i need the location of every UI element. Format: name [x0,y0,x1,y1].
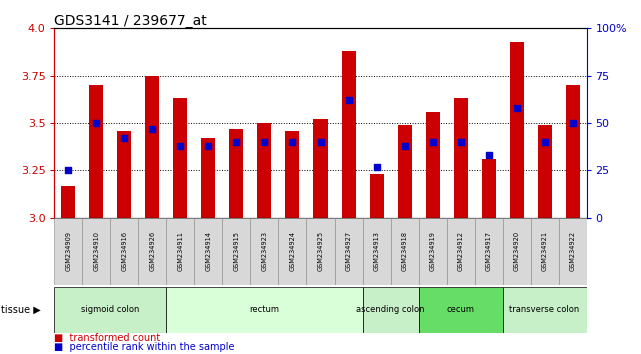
Text: rectum: rectum [249,305,279,314]
Bar [83,218,110,285]
Bar [285,131,299,218]
Point [92,120,102,126]
Text: GSM234912: GSM234912 [458,232,463,271]
Point [203,143,213,149]
Bar [110,218,138,285]
Point [344,97,354,103]
Text: GSM234925: GSM234925 [317,231,324,272]
Point [287,139,297,145]
Bar [363,218,390,285]
Text: GSM234914: GSM234914 [206,232,212,271]
Bar [174,98,188,218]
Bar [503,287,587,333]
Bar [335,218,363,285]
Bar [419,287,503,333]
Point [260,139,270,145]
Bar [306,218,335,285]
Bar [167,287,363,333]
Text: ■  transformed count: ■ transformed count [54,333,161,343]
Text: ■  percentile rank within the sample: ■ percentile rank within the sample [54,342,235,352]
Point [399,143,410,149]
Text: GSM234911: GSM234911 [178,232,183,271]
Bar [538,125,551,218]
Bar [454,98,467,218]
Bar [419,218,447,285]
Bar [278,218,306,285]
Text: GSM234924: GSM234924 [290,231,296,272]
Bar [481,159,495,218]
Point [371,164,381,170]
Bar [531,218,558,285]
Bar [138,218,167,285]
Bar [397,125,412,218]
Bar [363,287,419,333]
Point [483,152,494,158]
Bar [369,174,383,218]
Text: GSM234910: GSM234910 [94,232,99,271]
Text: GSM234926: GSM234926 [149,231,156,272]
Text: GSM234922: GSM234922 [569,231,576,272]
Bar [474,218,503,285]
Bar [251,218,278,285]
Point [147,126,158,132]
Bar [390,218,419,285]
Text: cecum: cecum [447,305,474,314]
Bar [258,123,272,218]
Text: transverse colon: transverse colon [510,305,579,314]
Bar [447,218,474,285]
Text: GDS3141 / 239677_at: GDS3141 / 239677_at [54,14,207,28]
Bar [222,218,251,285]
Text: tissue ▶: tissue ▶ [1,305,40,315]
Point [231,139,242,145]
Text: sigmoid colon: sigmoid colon [81,305,140,314]
Point [428,139,438,145]
Bar [54,287,167,333]
Bar [342,51,356,218]
Bar [146,76,160,218]
Bar [426,112,440,218]
Bar [313,119,328,218]
Bar [117,131,131,218]
Text: GSM234917: GSM234917 [485,232,492,271]
Bar [201,138,215,218]
Point [455,139,465,145]
Text: GSM234920: GSM234920 [513,231,519,272]
Text: ascending colon: ascending colon [356,305,425,314]
Text: GSM234909: GSM234909 [65,232,72,271]
Text: GSM234915: GSM234915 [233,232,240,271]
Point [512,105,522,111]
Point [176,143,186,149]
Point [315,139,326,145]
Bar [510,41,524,218]
Text: GSM234918: GSM234918 [401,232,408,271]
Point [63,167,74,173]
Point [539,139,549,145]
Text: GSM234923: GSM234923 [262,232,267,271]
Text: GSM234919: GSM234919 [429,232,435,271]
Point [567,120,578,126]
Bar [167,218,194,285]
Bar [62,185,76,218]
Bar [503,218,531,285]
Text: GSM234913: GSM234913 [374,232,379,271]
Bar [54,218,83,285]
Bar [194,218,222,285]
Text: GSM234916: GSM234916 [122,232,128,271]
Bar [558,218,587,285]
Point [119,135,129,141]
Text: GSM234921: GSM234921 [542,232,547,271]
Text: GSM234927: GSM234927 [345,231,351,272]
Bar [90,85,103,218]
Bar [565,85,579,218]
Bar [229,129,244,218]
